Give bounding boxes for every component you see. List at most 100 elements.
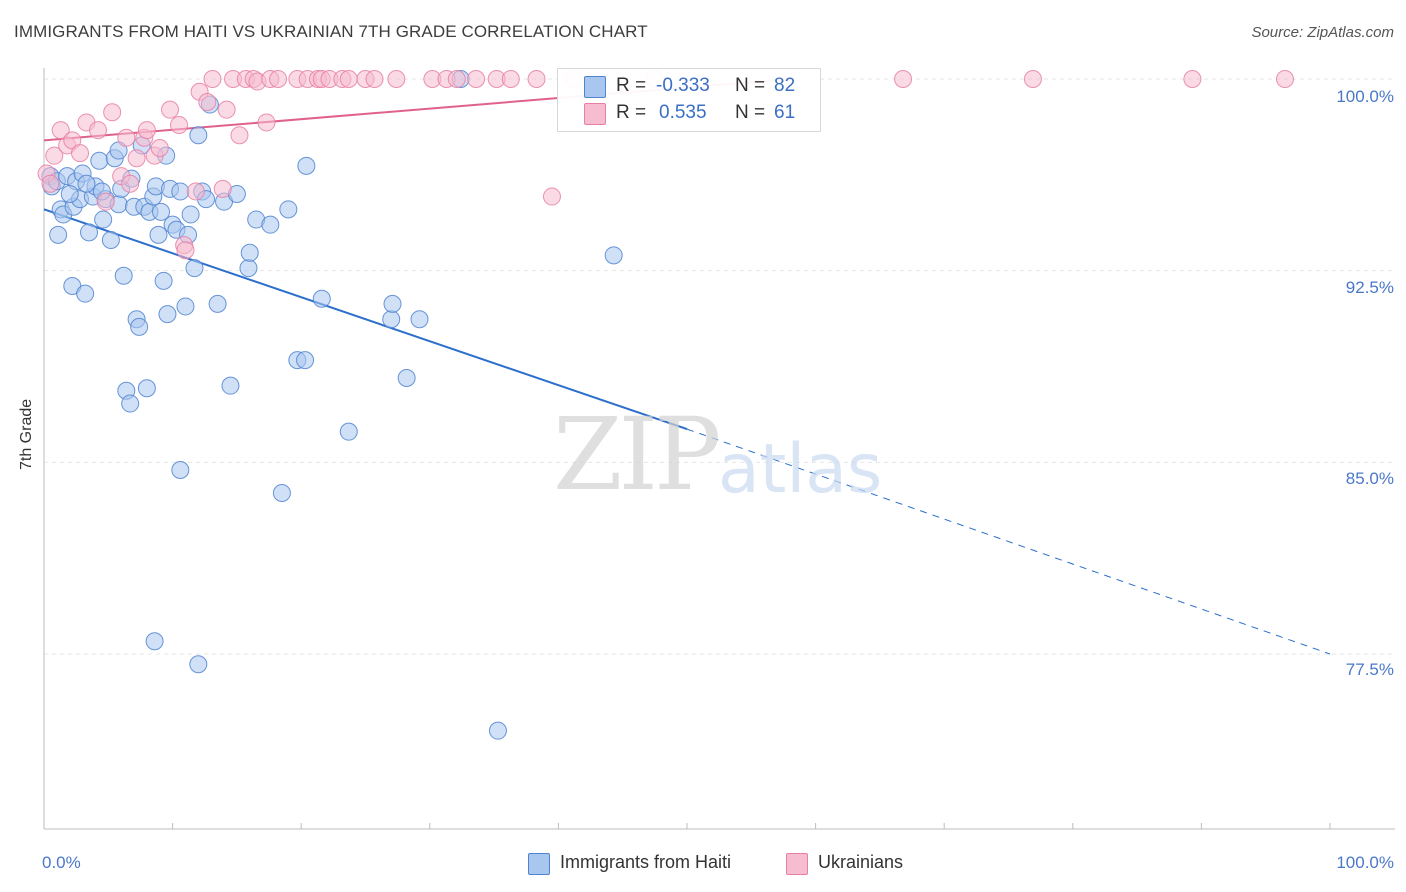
x-tick-label-max: 100.0% — [1336, 853, 1394, 872]
ukrainians-swatch-icon — [584, 103, 606, 125]
watermark-atlas: atlas — [718, 430, 883, 509]
ukrainians-point — [467, 70, 486, 88]
haiti-point — [130, 317, 149, 336]
y-tick-label: 100.0% — [1336, 87, 1394, 106]
ukrainians-point — [71, 144, 90, 163]
ukrainians-point — [217, 100, 236, 119]
ukrainians-point — [365, 70, 384, 88]
n-label: N = — [735, 102, 766, 123]
r-label: R = — [616, 75, 647, 96]
r-value: 0.535 — [659, 102, 707, 123]
haiti-point — [149, 225, 168, 244]
ukrainians-point — [387, 70, 406, 88]
haiti-point — [152, 202, 171, 221]
ukrainians-point — [41, 174, 60, 193]
ukrainians-point — [127, 149, 146, 168]
stats-legend-box: R = -0.333 N = 82 R = 0.535 N = 61 — [557, 68, 821, 132]
haiti-point — [189, 126, 208, 145]
haiti-point — [208, 294, 227, 313]
haiti-point — [77, 174, 96, 193]
haiti-point — [49, 225, 68, 244]
haiti-swatch-icon — [584, 76, 606, 98]
haiti-point — [279, 200, 298, 219]
ukrainians-point — [117, 128, 136, 147]
legend-label: Immigrants from Haiti — [560, 852, 732, 872]
ukrainians-point — [1183, 70, 1202, 88]
ukrainians-point — [89, 121, 108, 140]
n-label: N = — [735, 75, 766, 96]
ukrainians-point — [198, 93, 217, 111]
haiti-point — [383, 294, 402, 313]
axes — [43, 68, 1395, 830]
n-value: 61 — [774, 102, 796, 123]
haiti-point — [239, 259, 258, 278]
ukrainians-point — [542, 187, 561, 206]
haiti-point — [94, 210, 113, 229]
haiti-point — [312, 289, 331, 308]
ukrainians-point — [103, 103, 122, 122]
haiti-point — [154, 271, 173, 290]
haiti-point — [189, 655, 208, 674]
y-tick-label: 85.0% — [1345, 469, 1394, 488]
haiti-point — [604, 246, 623, 265]
ukrainians-point — [894, 70, 913, 88]
chart-source: Source: ZipAtlas.com — [1251, 24, 1394, 41]
stats-row-haiti: R = -0.333 N = 82 — [558, 75, 820, 101]
haiti-point — [181, 205, 200, 224]
haiti-point — [121, 394, 140, 413]
chart-title: IMMIGRANTS FROM HAITI VS UKRAINIAN 7TH G… — [14, 22, 648, 41]
haiti-point — [240, 243, 259, 262]
x-tick-label-min: 0.0% — [42, 853, 81, 872]
ukrainians-point — [447, 70, 466, 88]
haiti-point — [80, 223, 99, 242]
haiti-point — [101, 231, 120, 249]
haiti-point — [114, 266, 133, 285]
ukrainians-point — [213, 179, 232, 198]
y-axis-label: 7th Grade — [18, 398, 35, 470]
haiti-point — [397, 369, 416, 387]
haiti-legend-icon — [528, 853, 550, 875]
haiti-point — [145, 632, 164, 651]
haiti-point — [272, 484, 291, 502]
haiti-point — [382, 310, 401, 329]
ukrainians-legend-icon — [786, 853, 808, 875]
haiti-point — [488, 721, 507, 740]
ukrainians-point — [203, 70, 222, 88]
haiti-point — [297, 156, 316, 175]
haiti-point — [185, 259, 204, 278]
ukrainians-point — [121, 174, 140, 193]
ukrainians-point — [45, 146, 64, 165]
haiti-point — [410, 310, 429, 329]
data-points — [37, 70, 1294, 740]
watermark-zip: ZIP — [553, 396, 721, 513]
ukrainians-point — [186, 182, 205, 201]
ukrainians-point — [150, 139, 169, 157]
r-value: -0.333 — [656, 75, 710, 96]
ukrainians-point — [501, 70, 520, 88]
ukrainians-point — [339, 70, 358, 88]
grid-lines — [44, 78, 1395, 655]
trend-lines — [43, 78, 1331, 655]
ukrainians-point — [257, 113, 276, 132]
ukrainians-point — [176, 241, 195, 260]
y-tick-label: 77.5% — [1345, 660, 1394, 679]
haiti-point — [76, 284, 95, 303]
ukrainians-point — [161, 100, 180, 119]
ukrainians-point — [1023, 70, 1042, 88]
ukrainians-point — [51, 121, 70, 140]
ukrainians-point — [137, 121, 156, 140]
ukrainians-point — [269, 70, 288, 88]
haiti-point — [171, 182, 190, 201]
y-tick-label: 92.5% — [1345, 278, 1394, 297]
haiti-point — [137, 379, 156, 398]
r-label: R = — [616, 102, 647, 123]
haiti-point — [261, 215, 280, 234]
haiti-point — [171, 461, 190, 479]
ukrainians-point — [230, 126, 249, 145]
ukrainians-point — [1275, 70, 1294, 88]
legend-label: Ukrainians — [818, 852, 904, 872]
n-value: 82 — [774, 75, 796, 96]
haiti-point — [60, 185, 79, 203]
haiti-point — [339, 422, 358, 441]
